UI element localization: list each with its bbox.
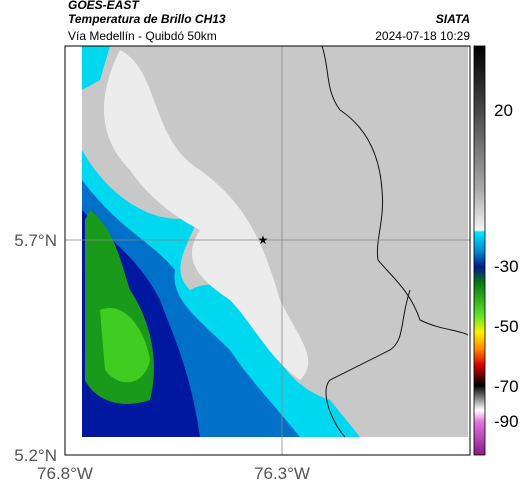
warm-area [103,50,309,380]
lat-label: 5.7°N [14,231,57,250]
region: Vía Medellín - Quibdó 50km [68,29,217,43]
source: GOES-EAST [68,0,140,12]
product: Temperatura de Brillo CH13 [68,12,226,26]
map: ★ 5.7°N 5.2°N 76.8°W 76.3°W [14,45,471,483]
agency: SIATA [436,12,470,26]
timestamp: 2024-07-18 10:29 [375,29,470,43]
lon-label: 76.8°W [37,464,93,483]
colorbar-tick-label: -50 [494,317,519,336]
light-green-area [100,308,150,383]
colorbar-tick-label: 20 [494,101,513,120]
lon-label: 76.3°W [254,464,310,483]
colorbar-tick-label: -70 [494,377,519,396]
colorbar-scale [473,45,486,456]
colorbar-tick-label: -90 [494,412,519,431]
location-star: ★ [258,233,269,247]
border [321,45,469,438]
map-border [64,45,471,456]
colorbar: 20 -30 -50 -70 -90 [473,45,519,456]
lat-label: 5.2°N [14,446,57,465]
header: GOES-EAST Temperatura de Brillo CH13 Vía… [68,0,470,43]
colorbar-tick-label: -30 [494,257,519,276]
